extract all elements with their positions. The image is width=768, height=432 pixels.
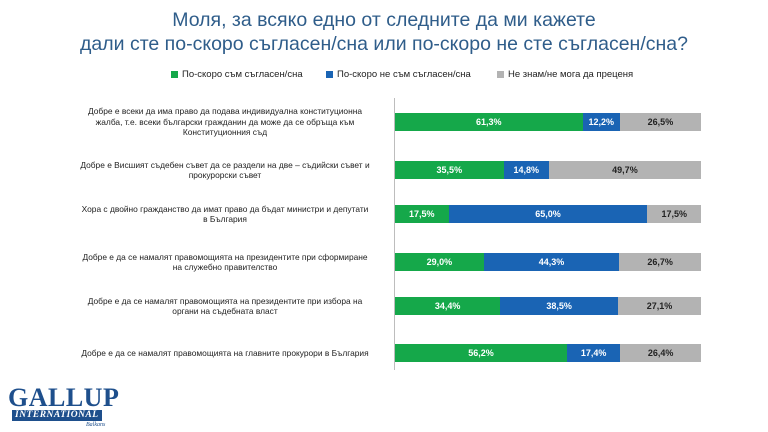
category-label: Добре е да се намалят правомощията на гл…: [60, 348, 390, 359]
data-label: 49,7%: [612, 165, 638, 175]
gallup-logo: GALLUP INTERNATIONAL Balkans: [8, 383, 120, 432]
data-label: 17,5%: [661, 209, 687, 219]
legend-swatch-agree: [171, 71, 178, 78]
bar-segment-agree: 61,3%: [395, 113, 583, 131]
bar-segment-disagree: 65,0%: [448, 205, 648, 223]
data-label: 17,5%: [409, 209, 435, 219]
data-label: 26,5%: [647, 117, 674, 127]
category-label-line: Конституционния съд: [182, 127, 268, 138]
bar-segment-agree: 35,5%: [395, 161, 504, 179]
data-label: 26,7%: [647, 257, 673, 267]
data-label: 35,5%: [436, 165, 463, 175]
legend-item-agree: По-скоро съм съгласен/сна: [171, 69, 303, 80]
data-label: 34,4%: [434, 301, 461, 311]
category-label: Добре е всеки да има право да подава инд…: [60, 106, 390, 138]
category-label-line: жалба, т.е. всеки български гражданин да…: [95, 116, 355, 127]
legend-label-disagree: По-скоро не съм съгласен/сна: [337, 69, 471, 80]
category-label-line: Добре е Висшият съдебен съвет да се разд…: [80, 159, 370, 170]
data-label: 38,5%: [546, 301, 572, 311]
chart-title-line-1: Моля, за всяко едно от следните да ми ка…: [172, 9, 596, 31]
bar-segment-dont-know: 17,5%: [647, 205, 701, 223]
category-label-line: Добре е да се намалят правомощията на пр…: [82, 251, 368, 262]
bar-segment-agree: 17,5%: [395, 205, 449, 223]
logo-main-text: GALLUP: [8, 383, 120, 412]
bar-segment-dont-know: 49,7%: [548, 161, 701, 179]
legend-swatch-dont-know: [497, 71, 504, 78]
category-label-line: органи на съдебната власт: [172, 306, 278, 316]
category-label: Добре е да се намалят правомощията на пр…: [60, 296, 390, 317]
legend-swatch-disagree: [326, 71, 333, 78]
legend-label-agree: По-скоро съм съгласен/сна: [182, 69, 303, 80]
bar-segment-dont-know: 27,1%: [618, 297, 701, 315]
data-label: 26,4%: [647, 348, 674, 358]
logo-sub-text: INTERNATIONAL: [12, 410, 102, 421]
data-label: 61,3%: [476, 117, 502, 127]
bar-segment-agree: 34,4%: [395, 297, 501, 315]
chart-legend: По-скоро съм съгласен/сна По-скоро не съ…: [0, 69, 768, 83]
legend-item-disagree: По-скоро не съм съгласен/сна: [326, 69, 471, 80]
bar-segment-agree: 56,2%: [395, 344, 567, 362]
category-label: Добре е да се намалят правомощията на пр…: [60, 252, 390, 273]
chart-title-line-2: дали сте по-скоро съгласен/сна или по-ск…: [80, 33, 688, 55]
bar-segment-disagree: 14,8%: [503, 161, 549, 179]
logo-small-text: Balkans: [86, 422, 106, 428]
data-label: 65,0%: [535, 209, 561, 219]
data-label: 27,1%: [646, 301, 673, 311]
bar-segment-disagree: 38,5%: [500, 297, 619, 315]
legend-label-dont-know: Не знам/не мога да преценя: [508, 69, 634, 80]
bar-segment-disagree: 12,2%: [582, 113, 620, 131]
data-label: 14,8%: [513, 165, 540, 175]
bar-segment-disagree: 17,4%: [566, 344, 621, 362]
data-label: 12,2%: [588, 117, 614, 127]
bar-segment-dont-know: 26,7%: [619, 253, 701, 271]
category-label-line: Добре е всеки да има право да подава инд…: [88, 106, 362, 117]
bar-segment-dont-know: 26,4%: [620, 344, 701, 362]
legend-item-dont-know: Не знам/не мога да преценя: [497, 69, 633, 80]
bar-segment-dont-know: 26,5%: [619, 113, 701, 131]
category-label: Хора с двойно гражданство да имат право …: [60, 204, 390, 225]
data-label: 29,0%: [426, 257, 453, 267]
category-label-line: в България: [203, 214, 247, 224]
category-label-line: Добре е да се намалят правомощията на пр…: [87, 295, 363, 306]
axis-line: [394, 98, 395, 370]
data-label: 17,4%: [580, 348, 607, 358]
data-label: 56,2%: [468, 348, 494, 358]
category-label-line: прокурорски съвет: [188, 170, 262, 180]
bar-segment-disagree: 44,3%: [483, 253, 620, 271]
data-label: 44,3%: [538, 257, 565, 267]
bar-segment-agree: 29,0%: [395, 253, 484, 271]
category-label-line: Хора с двойно гражданство да имат право …: [81, 203, 369, 214]
category-label: Добре е Висшият съдебен съвет да се разд…: [60, 160, 390, 181]
category-label-line: Добре е да се намалят правомощията на гл…: [81, 347, 369, 358]
category-label-line: на служебно правителство: [172, 262, 278, 272]
